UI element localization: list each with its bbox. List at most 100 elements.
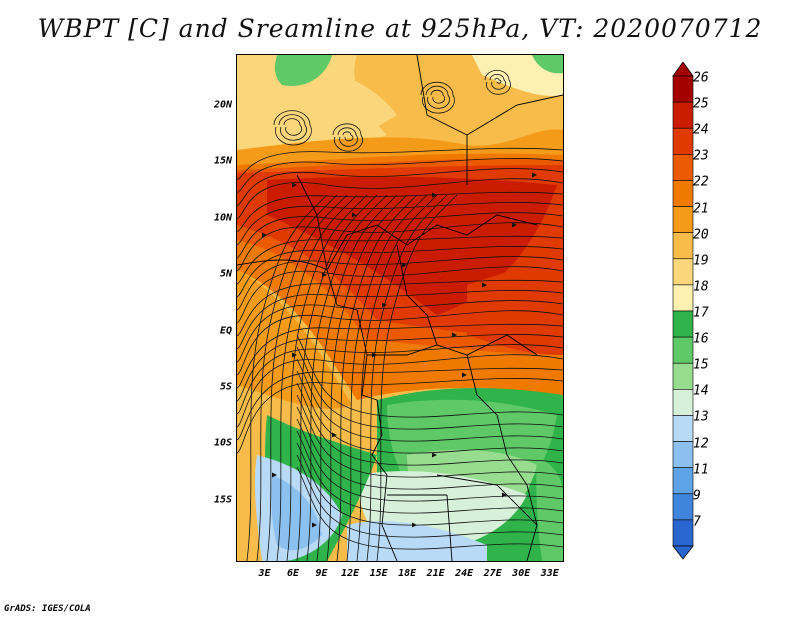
colorbar-label: 24 — [693, 122, 709, 138]
country-border — [296, 174, 328, 271]
country-border — [396, 244, 438, 346]
streamline — [366, 194, 448, 561]
colorbar-label: 11 — [693, 462, 709, 478]
streamline — [273, 110, 312, 146]
colorbar-label: 7 — [693, 514, 701, 530]
latitude-tick-label: 5S — [219, 381, 232, 393]
wbpt-region — [237, 270, 352, 409]
streamline — [256, 194, 338, 561]
streamline — [283, 118, 303, 136]
latitude-tick-label: 15N — [213, 155, 232, 167]
latitude-tick-label: 15S — [213, 494, 232, 506]
streamline — [316, 194, 398, 561]
streamline — [296, 194, 378, 561]
streamline — [336, 194, 418, 561]
flow-arrow — [462, 372, 467, 378]
colorbar-label: 26 — [693, 70, 709, 86]
grads-credit: GrADS: IGES/COLA — [4, 604, 91, 614]
streamline — [237, 246, 563, 298]
streamline — [296, 442, 563, 526]
country-border — [237, 259, 378, 401]
streamline — [296, 406, 563, 490]
colorbar-swatch — [672, 284, 694, 312]
streamline — [425, 85, 450, 109]
flow-arrow — [382, 302, 387, 308]
colorbar-swatch — [672, 206, 694, 233]
streamline — [237, 235, 563, 285]
longitude-tick-label: 6E — [287, 568, 300, 579]
streamline — [296, 454, 563, 538]
streamline — [237, 222, 563, 272]
flow-arrow — [402, 262, 407, 268]
streamline — [237, 279, 563, 337]
streamlines — [237, 70, 563, 561]
streamline — [237, 212, 563, 259]
flow-arrow — [292, 182, 297, 188]
latitude-tick-label: 10N — [213, 212, 232, 224]
longitude-tick-label: 27E — [483, 568, 502, 579]
longitude-tick-label: 24E — [455, 568, 474, 579]
map-title: WBPT [C] and Sreamline at 925hPa, VT: 20… — [37, 14, 763, 43]
longitude-tick-label: 33E — [540, 568, 559, 579]
colorbar-label: 12 — [693, 436, 709, 452]
colorbar-swatch — [672, 310, 694, 338]
streamline — [296, 334, 563, 418]
streamline — [430, 89, 446, 104]
colorbar-swatch — [672, 389, 694, 416]
streamline — [356, 194, 438, 561]
streamline — [237, 378, 563, 454]
colorbar-label: 9 — [693, 488, 701, 504]
streamline — [420, 81, 455, 114]
colorbar-swatch — [672, 127, 694, 155]
streamline — [237, 300, 563, 363]
streamline — [296, 358, 563, 442]
wbpt-region — [274, 55, 332, 86]
flow-arrow — [292, 352, 297, 358]
streamline — [237, 310, 563, 376]
wbpt-region — [467, 255, 563, 355]
streamline — [237, 202, 563, 246]
country-border — [326, 214, 538, 271]
country-borders — [237, 55, 563, 561]
flow-arrow — [452, 332, 457, 338]
streamline — [237, 367, 563, 441]
wbpt-region — [536, 455, 563, 561]
streamline — [237, 191, 563, 233]
colorbar-label: 17 — [693, 305, 709, 321]
colorbar-swatch — [672, 441, 694, 468]
latitude-tick-label: 10S — [213, 437, 232, 449]
colorbar-swatch — [672, 154, 694, 181]
colorbar-label: 20 — [693, 227, 709, 243]
flow-arrow — [332, 432, 337, 438]
latitude-tick-label: 5N — [219, 268, 232, 280]
colorbar-label: 18 — [693, 279, 709, 295]
flow-arrow — [312, 522, 317, 528]
flow-arrow — [432, 452, 437, 458]
longitude-tick-label: 9E — [315, 568, 328, 579]
longitude-tick-label: 3E — [258, 568, 271, 579]
colorbar-label: 14 — [693, 383, 709, 399]
longitude-tick-label: 12E — [341, 568, 360, 579]
colorbar-swatch — [672, 362, 694, 390]
colorbar-swatch — [672, 415, 694, 442]
country-border — [416, 55, 468, 185]
streamline — [286, 194, 368, 561]
colorbar-label: 25 — [693, 96, 709, 112]
colorbar-label: 23 — [693, 148, 709, 164]
streamline — [237, 147, 563, 181]
streamline — [237, 323, 563, 389]
wbpt-map — [236, 54, 564, 562]
colorbar-label: 21 — [693, 201, 709, 217]
streamline — [246, 194, 328, 561]
colorbar-label: 16 — [693, 331, 709, 347]
streamline — [306, 194, 388, 561]
flow-arrow — [262, 232, 267, 238]
colorbar-swatch — [672, 519, 694, 547]
streamline — [332, 123, 363, 152]
colorbar-swatch — [672, 467, 694, 495]
colorbar-label: 15 — [693, 357, 709, 373]
streamline — [296, 346, 563, 430]
flow-arrow — [322, 272, 327, 278]
flow-arrow — [352, 212, 357, 218]
longitude-tick-label: 15E — [369, 568, 388, 579]
